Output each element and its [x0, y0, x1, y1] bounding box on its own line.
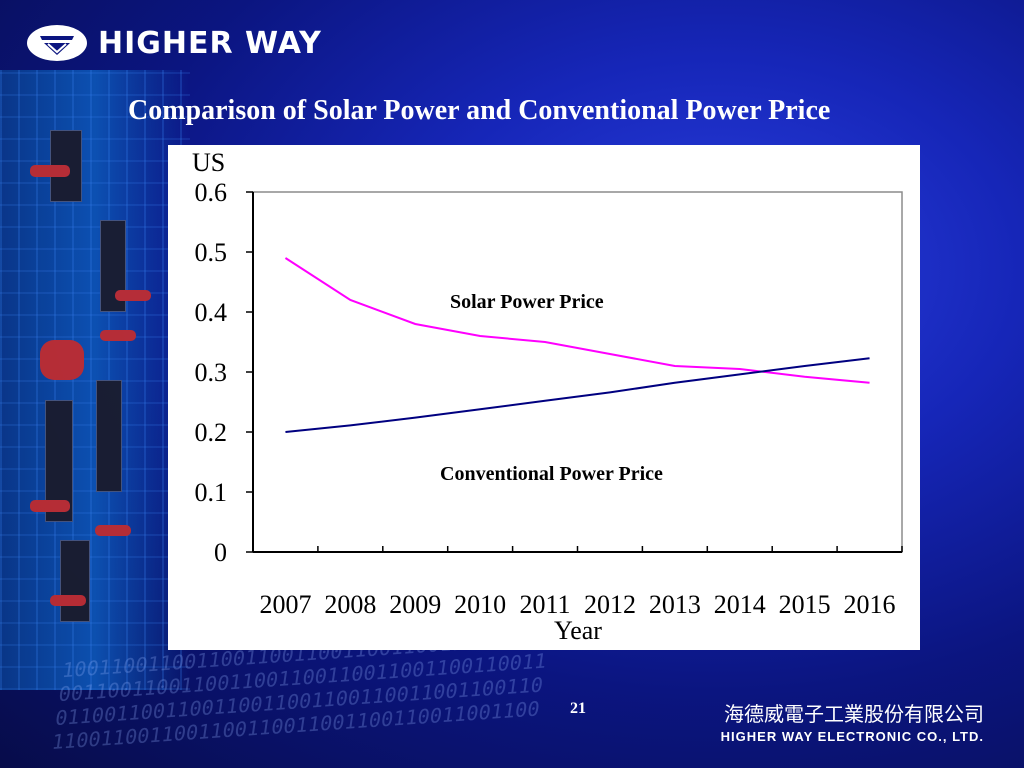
x-tick-label: 2009: [389, 590, 441, 619]
series-label-conventional: Conventional Power Price: [440, 463, 663, 485]
higher-way-logo-icon: [27, 25, 87, 61]
x-tick-label: 2013: [649, 590, 701, 619]
company-name-english: HIGHER WAY ELECTRONIC CO., LTD.: [720, 729, 984, 744]
y-tick-label: 0.1: [195, 478, 228, 507]
chart-panel: US Year 0 0.1 0.2 0.3 0.4 0.5 0.6 2007 2008 2009 2…: [168, 145, 920, 650]
x-tick-label: 2015: [779, 590, 831, 619]
y-tick-label: 0.6: [195, 178, 228, 207]
company-name-chinese: 海德威電子工業股份有限公司: [724, 702, 984, 726]
y-tick-label: 0.4: [195, 298, 228, 327]
brand-name: HIGHER WAY: [98, 25, 322, 61]
y-tick-label: 0.3: [195, 358, 228, 387]
x-tick-label: 2012: [584, 590, 636, 619]
x-tick-label: 2011: [520, 590, 571, 619]
series-lines: [284, 257, 870, 433]
series-label-solar: Solar Power Price: [450, 291, 604, 313]
page-number: 21: [570, 700, 586, 717]
series-line-solar: [284, 257, 870, 384]
y-tick-label: 0.2: [195, 418, 228, 447]
brand-logo: HIGHER WAY: [26, 24, 322, 62]
plot-area-frame: [252, 191, 903, 553]
series-line-conventional: [285, 357, 870, 433]
y-tick-label: 0: [214, 538, 227, 567]
slide-title: Comparison of Solar Power and Convention…: [128, 95, 831, 126]
x-tick-label: 2007: [259, 590, 311, 619]
circuit-board-decoration: [0, 70, 190, 690]
x-axis-label: Year: [554, 616, 602, 645]
x-tick-label: 2010: [454, 590, 506, 619]
price-line-chart: US Year 0 0.1 0.2 0.3 0.4 0.5 0.6 2007 2008 2009 2…: [192, 148, 903, 645]
axes: 0 0.1 0.2 0.3 0.4 0.5 0.6 2007 2008 2009 2010 2011 2…: [195, 178, 903, 619]
x-tick-label: 2008: [324, 590, 376, 619]
x-tick-label: 2014: [714, 590, 766, 619]
x-tick-label: 2016: [844, 590, 896, 619]
y-tick-label: 0.5: [195, 238, 228, 267]
y-axis-label: US: [192, 148, 225, 177]
